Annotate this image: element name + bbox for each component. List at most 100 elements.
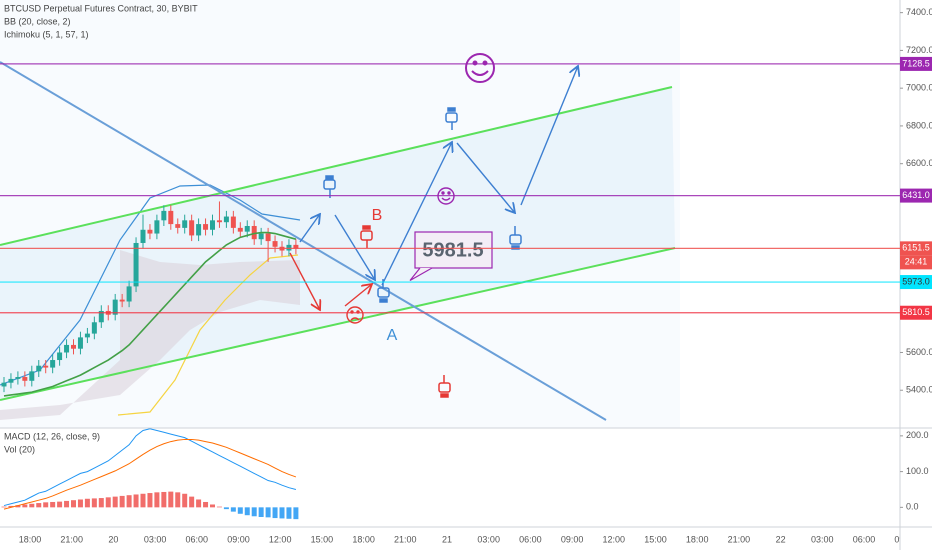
y-tick-label: 7400.0 <box>906 7 932 17</box>
candle-body <box>244 225 250 232</box>
candle-body <box>251 225 257 240</box>
candle-body <box>43 365 49 368</box>
x-tick-label: 22 <box>776 534 786 544</box>
arrow <box>456 142 515 213</box>
plot-area <box>1 201 299 520</box>
x-tick-label: 09:00 <box>894 534 917 544</box>
candle-body <box>98 310 104 323</box>
callout-pointer <box>409 267 433 281</box>
arrows <box>289 66 578 310</box>
macd-line <box>3 428 297 507</box>
arrow <box>520 66 578 206</box>
candle-body <box>210 220 215 230</box>
diagonal-line <box>0 61 607 421</box>
y-tick-label: 6600.0 <box>906 158 932 168</box>
arrow <box>381 142 452 286</box>
x-tick-label: 06:00 <box>186 534 209 544</box>
x-tick-label: 06:00 <box>519 534 542 544</box>
price-label: 5810.5 <box>902 307 930 317</box>
macd-histogram-bar <box>279 507 285 519</box>
price-label: 6151.5 <box>902 243 930 253</box>
candle-body <box>77 337 83 349</box>
macd-histogram-bar <box>57 501 63 508</box>
y-tick-label: 200.0 <box>906 430 929 440</box>
macd-histogram-bar <box>265 507 271 518</box>
macd-histogram-bar <box>154 492 160 508</box>
smiley-large <box>465 53 495 83</box>
macd-histogram-bar <box>168 491 174 508</box>
candle-body <box>71 344 76 349</box>
hand-icon <box>377 279 390 303</box>
x-tick-label: 21:00 <box>728 534 751 544</box>
hand-icon <box>438 375 451 398</box>
candle-body <box>154 220 160 234</box>
x-tick-label: 21 <box>442 534 452 544</box>
macd-histogram-bar <box>251 507 257 517</box>
x-tick-label: 03:00 <box>144 534 167 544</box>
candle-body <box>182 220 188 228</box>
x-tick-label: 15:00 <box>644 534 667 544</box>
hand-icon <box>509 226 522 250</box>
macd-histogram-bar <box>126 495 132 508</box>
indicator-label: BB (20, close, 2) <box>4 16 71 26</box>
macd-histogram-bar <box>36 503 42 508</box>
x-tick-label: 15:00 <box>311 534 334 544</box>
y-tick-label: 7200.0 <box>906 45 932 55</box>
macd-histogram-bar <box>43 502 49 508</box>
x-tick-label: 18:00 <box>352 534 375 544</box>
macd-histogram-bar <box>133 494 139 508</box>
macd-histogram-bar <box>77 499 83 508</box>
countdown-bg <box>900 255 932 270</box>
indicator-label: Ichimoku (5, 1, 57, 1) <box>4 29 89 39</box>
candle-body <box>8 378 14 383</box>
x-tick-label: 12:00 <box>603 534 626 544</box>
candle-body <box>265 233 271 242</box>
price-axis <box>900 0 932 550</box>
y-tick-label: 0.0 <box>906 502 919 512</box>
macd-histogram-bar <box>237 507 243 514</box>
macd-histogram-bar <box>105 497 111 508</box>
y-tick-label: 100.0 <box>906 466 929 476</box>
macd-histogram-bar <box>272 507 278 519</box>
time-labels: 18:00 21:00 20 03:00 06:00 09:00 12:00 15:00 18:… <box>19 534 917 544</box>
candle-body <box>272 241 278 247</box>
price-label: 6431.0 <box>902 190 930 200</box>
macd-histogram-bar <box>293 507 299 520</box>
callout-text: 5981.5 <box>422 239 483 261</box>
channel-upper <box>0 86 673 246</box>
macd-histogram-bar <box>140 493 146 508</box>
indicator-label: Vol (20) <box>4 444 35 454</box>
ichimoku-cloud <box>0 250 300 420</box>
candle-body <box>112 299 118 315</box>
candle-body <box>50 360 56 368</box>
macd-histogram-bar <box>244 507 250 516</box>
macd-histogram-bar <box>203 501 209 508</box>
x-tick-label: 21:00 <box>60 534 83 544</box>
candle-body <box>147 229 153 234</box>
candle-body <box>168 210 174 225</box>
ichimoku-line <box>117 254 299 416</box>
macd-histogram-bar <box>189 496 195 508</box>
x-tick-label: 09:00 <box>561 534 584 544</box>
x-tick-label: 18:00 <box>686 534 709 544</box>
candle-body <box>216 220 222 223</box>
candle-body <box>36 365 42 372</box>
candle-body <box>57 352 63 361</box>
macd-histogram-bar <box>1 506 7 508</box>
macd-histogram-bar <box>8 505 14 508</box>
candle-body <box>84 333 90 338</box>
macd-histogram-bar <box>91 498 97 508</box>
callout-box <box>414 231 493 269</box>
candle-body <box>133 242 139 287</box>
candle-body <box>258 233 264 240</box>
bb-basis <box>3 231 297 397</box>
macd-histogram-bar <box>223 507 229 510</box>
candle-body <box>140 229 146 243</box>
x-tick-label: 21:00 <box>394 534 417 544</box>
price-label-bg <box>900 275 932 290</box>
price-label-bg <box>900 241 932 256</box>
hands <box>323 107 522 398</box>
y-tick-label: 6800.0 <box>906 120 932 130</box>
macd-histogram-bar <box>175 492 181 508</box>
channel-lower <box>0 247 676 401</box>
